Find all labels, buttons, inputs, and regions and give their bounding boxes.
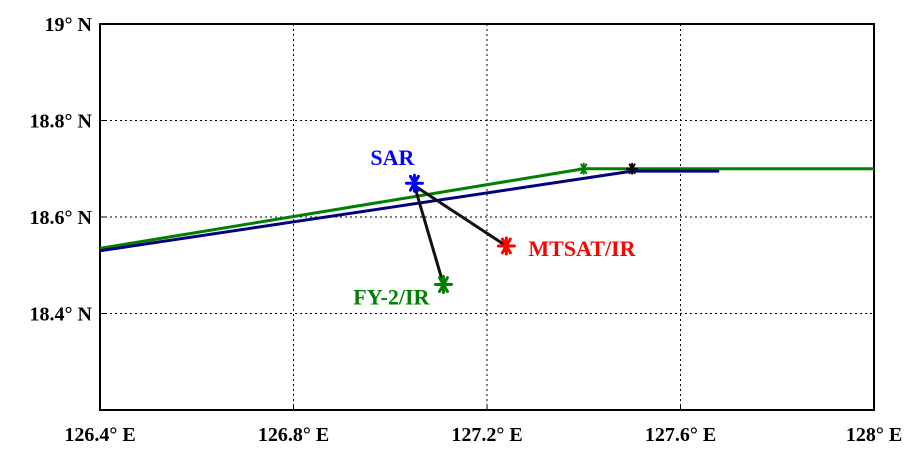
point-label: MTSAT/IR: [528, 236, 636, 261]
plot-frame: [99, 23, 875, 411]
connector-line: [412, 184, 445, 287]
connector-line: [412, 184, 508, 248]
connector-lines: [412, 184, 508, 287]
grid: [99, 23, 875, 411]
y-tick-label: 18.4° N: [30, 304, 93, 326]
track-marker: [626, 162, 639, 175]
tick-labels: 126.4° E 126.8° E 127.2° E 127.6° E 128° E 18…: [30, 14, 903, 446]
point-labels: SAR MTSAT/IR FY-2/IR: [353, 145, 636, 309]
point-label: SAR: [370, 145, 415, 170]
y-tick-label: 18.6° N: [30, 207, 93, 229]
point-marker: [404, 173, 424, 193]
x-tick-label: 126.4° E: [64, 424, 135, 446]
track-marker: [577, 162, 590, 175]
x-tick-label: 127.2° E: [451, 424, 522, 446]
x-tick-label: 127.6° E: [645, 424, 716, 446]
point-label: FY-2/IR: [353, 285, 430, 310]
x-tick-label: 126.8° E: [258, 424, 329, 446]
x-tick-label: 128° E: [846, 424, 902, 446]
point-markers: [404, 162, 639, 295]
y-tick-label: 19° N: [45, 14, 93, 36]
point-marker: [433, 275, 453, 295]
y-tick-label: 18.8° N: [30, 111, 93, 133]
point-marker: [496, 236, 516, 256]
